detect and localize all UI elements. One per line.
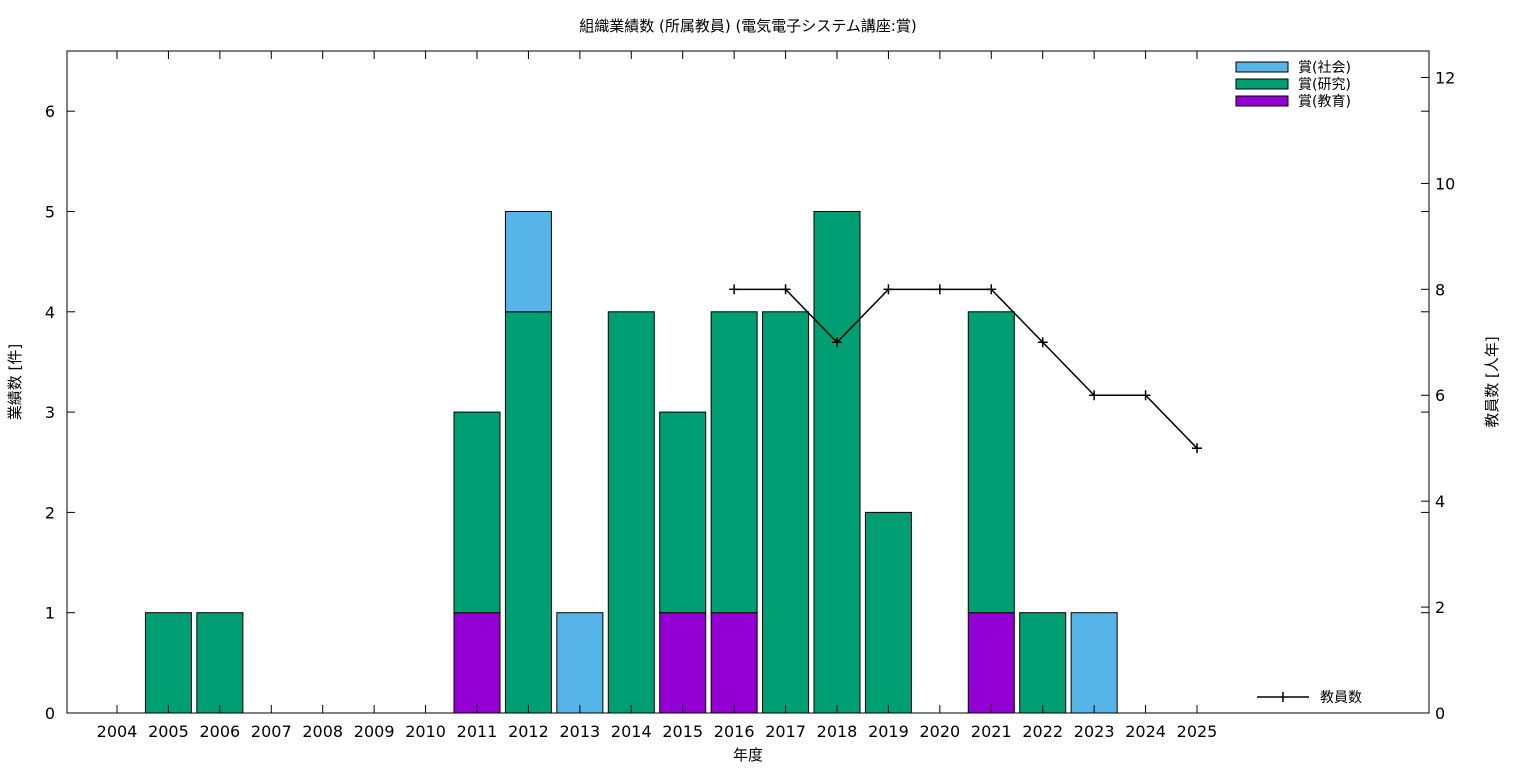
x-tick-label: 2024	[1125, 722, 1166, 741]
plot-frame	[66, 50, 1430, 714]
chart-title: 組織業績数 (所属教員) (電気電子システム講座:賞)	[579, 17, 917, 35]
y2-tick-label: 0	[1435, 704, 1445, 723]
x-tick-label: 2025	[1177, 722, 1218, 741]
x-tick-label: 2020	[919, 722, 960, 741]
staff-count-line-layer	[729, 284, 1202, 454]
bar-2016-賞(教育)	[710, 612, 758, 714]
legend-swatch-賞(教育)	[1235, 95, 1289, 107]
bar-2021-賞(教育)	[967, 612, 1015, 714]
x-tick-label: 2015	[662, 722, 703, 741]
x-tick-label: 2007	[251, 722, 292, 741]
y-axis-label: 業績数 [件]	[6, 344, 24, 420]
y2-axis-label: 教員数 [人年]	[1483, 336, 1501, 427]
y-tick-label: 5	[45, 202, 55, 221]
y2-tick-label: 4	[1435, 492, 1445, 511]
x-tick-label: 2022	[1022, 722, 1063, 741]
x-tick-label: 2010	[405, 722, 446, 741]
legend-swatch-賞(研究)	[1235, 78, 1289, 90]
bar-2011-賞(教育)	[453, 612, 501, 714]
y-tick-label: 0	[45, 704, 55, 723]
bar-2014-賞(研究)	[607, 311, 655, 714]
x-tick-label: 2005	[148, 722, 189, 741]
x-tick-label: 2019	[868, 722, 909, 741]
x-tick-label: 2006	[199, 722, 240, 741]
staff-count-line	[734, 288, 1198, 449]
y-tick-label: 4	[45, 303, 55, 322]
x-tick-label: 2008	[302, 722, 343, 741]
x-tick-label: 2016	[714, 722, 755, 741]
bar-2017-賞(研究)	[762, 311, 810, 714]
x-tick-label: 2014	[611, 722, 652, 741]
staff-count-point-2025	[1192, 443, 1202, 454]
bar-2005-賞(研究)	[144, 612, 192, 714]
x-tick-label: 2017	[765, 722, 806, 741]
bar-2023-賞(社会)	[1070, 612, 1118, 714]
legend-swatch-賞(社会)	[1235, 61, 1289, 73]
y2-tick-label: 10	[1435, 174, 1455, 193]
x-tick-label: 2018	[817, 722, 858, 741]
bar-2021-賞(研究)	[967, 311, 1015, 614]
legend-label-賞(社会): 賞(社会)	[1298, 60, 1351, 76]
y2-tick-label: 2	[1435, 598, 1445, 617]
y2-tick-label: 6	[1435, 386, 1445, 405]
bar-2019-賞(研究)	[864, 511, 912, 714]
staff-count-point-2022	[1037, 337, 1048, 348]
staff-count-point-2016	[729, 284, 740, 295]
staff-count-point-2017	[780, 284, 791, 295]
staff-count-point-2019	[883, 284, 894, 295]
bar-2015-賞(教育)	[659, 612, 707, 714]
staff-count-point-2020	[934, 284, 945, 295]
y-tick-label: 2	[45, 503, 55, 522]
bars-layer	[144, 210, 1118, 714]
x-tick-label: 2009	[354, 722, 395, 741]
staff-count-point-2023	[1089, 390, 1100, 401]
bar-2022-賞(研究)	[1019, 612, 1067, 714]
bar-2006-賞(研究)	[196, 612, 244, 714]
x-tick-label: 2023	[1074, 722, 1115, 741]
y-tick-label: 1	[45, 604, 55, 623]
bar-2015-賞(研究)	[659, 411, 707, 614]
bar-2016-賞(研究)	[710, 311, 758, 614]
legend-label-staff-count: 教員数	[1320, 690, 1362, 706]
y2-tick-label: 8	[1435, 280, 1445, 299]
legend-label-賞(教育): 賞(教育)	[1298, 94, 1351, 110]
bar-2012-賞(社会)	[504, 210, 552, 313]
staff-count-point-2024	[1140, 390, 1151, 401]
x-tick-label: 2021	[971, 722, 1012, 741]
bar-2011-賞(研究)	[453, 411, 501, 614]
bar-2013-賞(社会)	[556, 612, 604, 714]
x-tick-label: 2012	[508, 722, 549, 741]
x-axis-label: 年度	[733, 746, 763, 764]
staff-count-point-2021	[986, 284, 997, 295]
x-tick-label: 2013	[559, 722, 600, 741]
x-tick-label: 2011	[457, 722, 498, 741]
y-tick-label: 6	[45, 102, 55, 121]
y2-tick-label: 12	[1435, 68, 1455, 87]
bar-2018-賞(研究)	[813, 210, 861, 714]
x-tick-label: 2004	[97, 722, 138, 741]
staff-count-point-2018	[832, 337, 842, 348]
y-tick-label: 3	[45, 403, 55, 422]
legend: 賞(社会)賞(研究)賞(教育) 教員数	[1235, 60, 1362, 706]
legend-label-賞(研究): 賞(研究)	[1298, 77, 1351, 93]
bar-2012-賞(研究)	[504, 311, 552, 714]
